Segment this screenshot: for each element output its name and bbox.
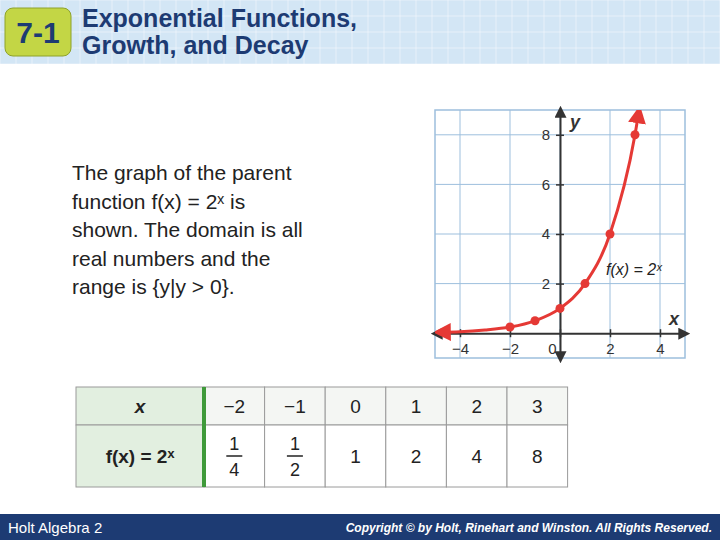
fraction-bar (226, 455, 242, 457)
cell-text: 1 (411, 396, 422, 417)
cell-text: 8 (532, 446, 543, 467)
cell (507, 387, 568, 425)
fraction-bar (287, 455, 303, 457)
point (506, 323, 515, 332)
footer-band (0, 514, 720, 540)
y-axis: 2 4 6 8 (542, 111, 564, 359)
tick: 6 (542, 176, 564, 193)
cell-text: 1 (350, 446, 361, 467)
body-text: function f(x) = 2ˣ is (72, 190, 245, 213)
tick-mark (556, 135, 564, 137)
axis-title: x (668, 309, 680, 329)
tick: 8 (542, 126, 564, 143)
cell-text: 2 (411, 446, 422, 467)
header-band (0, 0, 720, 64)
header: 7-1 Exponential Functions,Growth, and Dec… (0, 0, 720, 64)
tick-mark (610, 329, 612, 337)
title: Growth, and Decay (82, 31, 309, 59)
point (581, 279, 590, 288)
tick-mark (556, 234, 564, 236)
cell-text: −2 (223, 396, 245, 417)
body-text: shown. The domain is all (72, 218, 303, 241)
cell-text: 4 (471, 446, 482, 467)
tick-label: 6 (542, 176, 550, 193)
data-marks (440, 112, 640, 332)
point (531, 316, 540, 325)
tick-label: −4 (452, 340, 469, 357)
cell (204, 387, 265, 425)
body-text: range is {y|y > 0}. (72, 275, 234, 298)
table-divider (202, 387, 206, 487)
tick-label: −2 (502, 340, 519, 357)
tick-label: 2 (542, 275, 550, 292)
annotation: f(x) = 2ˣ (606, 261, 663, 278)
footer-right: Copyright © by Holt, Rinehart and Winsto… (346, 521, 712, 535)
grid (435, 110, 685, 358)
plot-background (435, 110, 685, 358)
tick-label: 8 (542, 126, 550, 143)
slide: 7-1 Exponential Functions,Growth, and Dec… (0, 0, 720, 540)
cell (386, 387, 447, 425)
tick: 4 (656, 329, 664, 357)
point (556, 304, 565, 313)
fraction-numerator: 1 (229, 434, 239, 454)
badge (5, 8, 71, 56)
cell-text: 2 (471, 396, 482, 417)
tick-mark (556, 283, 564, 285)
table: x −2 −1 0 1 2 3 f(x) = 2ˣ 1 4 1 2 1 2 4 8 (76, 387, 568, 487)
cell (325, 387, 386, 425)
header-cell (76, 425, 204, 487)
cell (204, 425, 265, 487)
body-text: real numbers and the (72, 247, 270, 270)
cell (507, 425, 568, 487)
row-header: x (134, 396, 147, 417)
header-pattern (0, 0, 720, 64)
tick: −2 (502, 329, 519, 357)
row-header: f(x) = 2ˣ (106, 446, 175, 467)
tick: 4 (542, 225, 564, 242)
header-grid-line (0, 64, 720, 65)
tick-mark (660, 329, 662, 337)
cell (325, 425, 386, 487)
cell-text: −1 (284, 396, 306, 417)
tick-label: 4 (542, 225, 550, 242)
title: Exponential Functions, (82, 4, 357, 32)
tick-label: 0 (548, 340, 556, 357)
tick: 2 (542, 275, 564, 292)
cell-text: 3 (532, 396, 543, 417)
footer-left: Holt Algebra 2 (8, 519, 102, 536)
header-cell (76, 387, 204, 425)
fraction-denominator: 2 (290, 460, 300, 480)
cell (265, 387, 326, 425)
tick-mark (556, 184, 564, 186)
header-grid-line (0, 0, 720, 1)
badge-text: 7-1 (16, 16, 59, 49)
footer: Holt Algebra 2 Copyright © by Holt, Rineh… (0, 514, 720, 540)
fraction-denominator: 4 (229, 460, 239, 480)
plot-frame (435, 110, 685, 358)
tick-label: 2 (606, 340, 614, 357)
tick: 2 (606, 329, 614, 357)
point (606, 230, 615, 239)
cell (386, 425, 447, 487)
tick: 0 (548, 329, 560, 357)
cell (265, 425, 326, 487)
cell (446, 425, 507, 487)
point (631, 130, 640, 139)
tick-label: 4 (656, 340, 664, 357)
chart: −4 −2 0 2 4 2 4 6 8 x y f(x) = 2ˣ (435, 110, 686, 359)
cell (446, 387, 507, 425)
cell-text: 0 (350, 396, 361, 417)
curve (440, 112, 639, 332)
body-text: The graph of the parent (72, 161, 292, 184)
axis-title: y (569, 112, 581, 132)
fraction-numerator: 1 (290, 434, 300, 454)
